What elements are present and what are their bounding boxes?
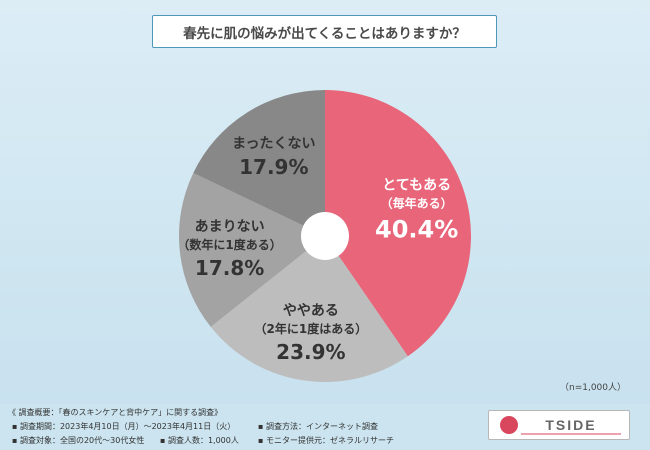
slice-value-label: 40.4% bbox=[375, 215, 458, 243]
slice-sublabel: （数年に1度ある） bbox=[177, 237, 281, 252]
slice-label: ややある bbox=[283, 303, 339, 319]
survey-period: ▪ 調査期間：2023年4月10日（月）～2023年4月11日（火） bbox=[12, 422, 236, 431]
pie-slice bbox=[210, 236, 408, 383]
slice-value-label: 17.9% bbox=[239, 155, 308, 179]
slice-sublabel: （毎年ある） bbox=[381, 195, 453, 210]
logo-text: TSIDE bbox=[545, 417, 596, 433]
tside-logo-graphic: TSIDE bbox=[500, 416, 621, 435]
pie-slice bbox=[179, 173, 325, 327]
slice-value-label: 17.8% bbox=[195, 256, 264, 280]
pie-slice bbox=[325, 90, 471, 357]
slice-label: とてもある bbox=[382, 177, 451, 193]
slice-sublabel: （2年に1度はある） bbox=[255, 321, 368, 336]
survey-target: ▪ 調査対象：全国の20代～30代女性 bbox=[12, 436, 145, 445]
chart-title: 春先に肌の悩みが出てくることはありますか？ bbox=[152, 15, 497, 48]
slice-label: あまりない bbox=[195, 219, 265, 235]
survey-count: ▪ 調査人数：1,000人 bbox=[160, 436, 239, 445]
slice-value-label: 23.9% bbox=[276, 340, 345, 364]
tside-logo: TSIDE bbox=[488, 410, 630, 440]
pie-slice bbox=[193, 90, 325, 236]
donut-hole bbox=[301, 212, 349, 260]
survey-overview: 《 調査概要：「春のスキンケアと背中ケア」に関する調査》 bbox=[8, 408, 223, 417]
slice-label: まったくない bbox=[232, 136, 315, 152]
logo-circle-icon bbox=[500, 416, 518, 434]
survey-provider: ▪ モニター提供元：ゼネラルリサーチ bbox=[258, 436, 394, 445]
survey-method: ▪ 調査方法：インターネット調査 bbox=[258, 422, 378, 431]
sample-size-note: （n=1,000人） bbox=[559, 383, 626, 393]
